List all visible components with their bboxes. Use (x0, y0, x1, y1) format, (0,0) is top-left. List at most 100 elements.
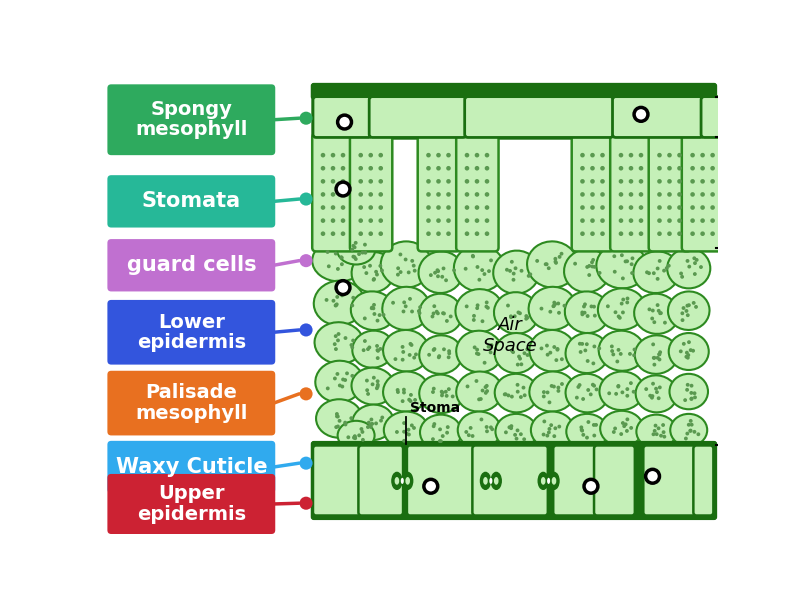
Ellipse shape (351, 368, 394, 404)
Circle shape (681, 311, 684, 315)
Circle shape (526, 353, 530, 357)
Circle shape (554, 260, 558, 263)
Ellipse shape (352, 331, 394, 368)
Circle shape (490, 343, 494, 347)
Circle shape (408, 353, 411, 357)
Ellipse shape (566, 374, 609, 412)
Circle shape (401, 345, 405, 349)
Circle shape (350, 304, 354, 307)
FancyBboxPatch shape (472, 445, 548, 515)
Ellipse shape (667, 248, 710, 289)
Circle shape (465, 166, 470, 170)
Circle shape (622, 424, 626, 428)
Circle shape (334, 347, 338, 351)
Ellipse shape (314, 281, 365, 325)
Ellipse shape (670, 374, 708, 409)
FancyBboxPatch shape (107, 300, 275, 365)
Circle shape (485, 384, 489, 388)
Circle shape (512, 272, 516, 275)
Circle shape (630, 426, 633, 430)
Circle shape (359, 427, 363, 431)
Circle shape (336, 338, 340, 342)
Circle shape (394, 357, 398, 361)
Circle shape (684, 437, 688, 440)
Circle shape (363, 339, 367, 343)
Circle shape (436, 166, 441, 170)
Circle shape (618, 205, 623, 210)
Circle shape (730, 232, 735, 236)
Circle shape (434, 310, 438, 314)
FancyBboxPatch shape (701, 97, 775, 137)
Circle shape (700, 166, 705, 170)
Circle shape (594, 388, 598, 391)
Circle shape (338, 115, 351, 129)
Circle shape (630, 256, 634, 260)
Circle shape (679, 272, 683, 275)
Circle shape (626, 418, 630, 421)
Circle shape (398, 270, 402, 274)
Ellipse shape (494, 477, 498, 485)
Circle shape (370, 305, 374, 310)
Circle shape (477, 352, 481, 356)
Circle shape (511, 278, 515, 281)
Circle shape (410, 259, 414, 263)
Circle shape (580, 192, 585, 197)
Circle shape (446, 166, 451, 170)
Circle shape (487, 269, 491, 273)
Circle shape (665, 266, 669, 270)
Circle shape (590, 304, 594, 308)
Ellipse shape (527, 241, 578, 287)
Circle shape (710, 179, 715, 184)
Circle shape (378, 205, 383, 210)
Ellipse shape (314, 322, 364, 364)
Circle shape (321, 218, 326, 223)
Circle shape (442, 311, 446, 316)
Circle shape (638, 205, 643, 210)
Circle shape (586, 359, 590, 363)
Circle shape (369, 166, 373, 170)
Circle shape (439, 439, 442, 443)
Circle shape (629, 232, 634, 236)
Circle shape (613, 427, 617, 430)
Circle shape (471, 254, 475, 259)
FancyBboxPatch shape (311, 83, 717, 99)
Circle shape (353, 255, 357, 259)
Ellipse shape (547, 478, 550, 484)
Circle shape (358, 153, 363, 157)
Circle shape (677, 218, 682, 223)
Circle shape (412, 426, 416, 430)
Circle shape (522, 437, 526, 441)
Circle shape (547, 427, 551, 431)
Circle shape (375, 386, 379, 390)
Circle shape (667, 205, 672, 210)
Text: Air
Space: Air Space (482, 316, 538, 355)
Circle shape (686, 313, 690, 317)
Circle shape (369, 153, 373, 157)
Circle shape (598, 346, 601, 350)
Circle shape (617, 384, 620, 388)
Circle shape (542, 395, 546, 398)
Circle shape (690, 179, 695, 184)
Circle shape (592, 434, 596, 437)
Circle shape (440, 394, 444, 397)
Circle shape (590, 166, 594, 170)
Circle shape (396, 273, 400, 277)
Circle shape (687, 340, 691, 344)
Circle shape (691, 349, 695, 353)
Text: Spongy
mesophyll: Spongy mesophyll (135, 100, 247, 139)
Circle shape (401, 358, 405, 362)
Circle shape (335, 372, 339, 376)
Circle shape (638, 192, 643, 197)
Circle shape (475, 347, 479, 352)
Ellipse shape (596, 244, 647, 289)
Circle shape (653, 429, 657, 433)
Circle shape (351, 296, 355, 299)
Circle shape (410, 424, 414, 427)
Circle shape (656, 303, 659, 307)
Circle shape (618, 316, 622, 320)
Circle shape (653, 356, 656, 360)
Circle shape (330, 218, 335, 223)
Circle shape (369, 423, 373, 427)
Circle shape (658, 385, 662, 389)
FancyBboxPatch shape (554, 445, 598, 515)
